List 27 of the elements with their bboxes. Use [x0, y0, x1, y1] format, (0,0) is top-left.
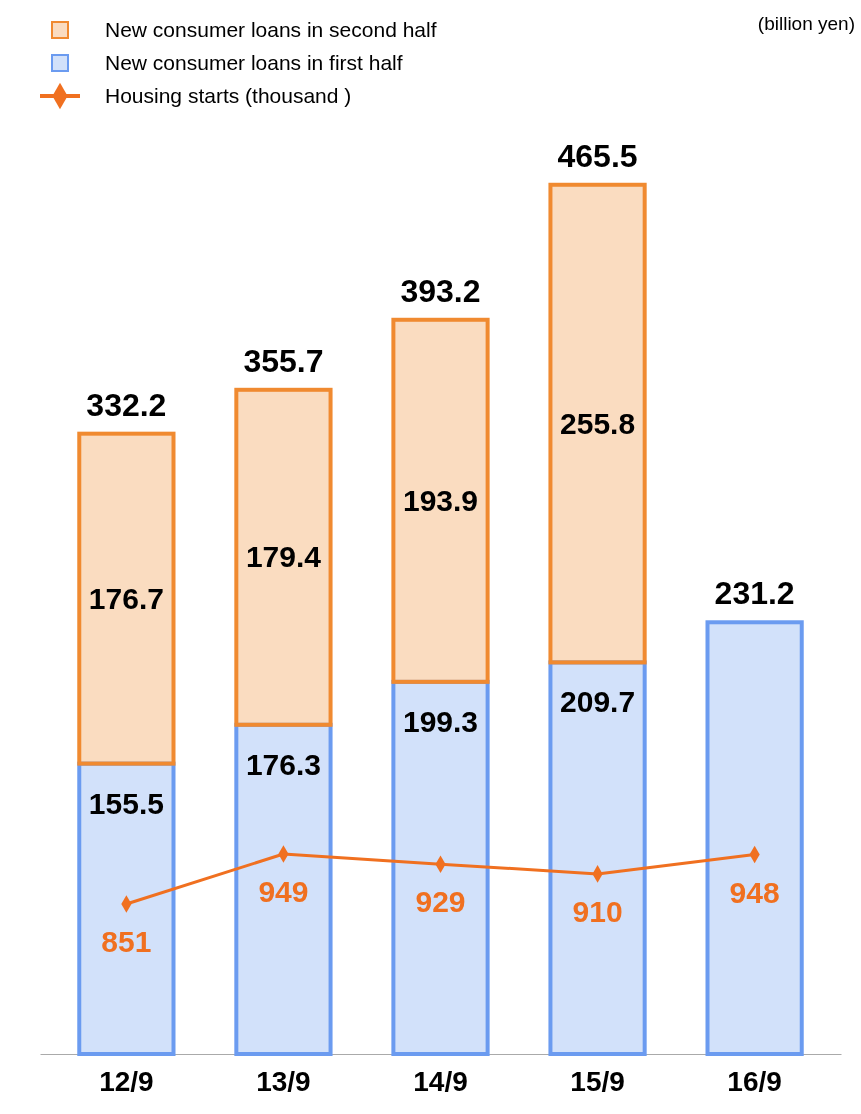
legend-label: Housing starts (thousand ): [105, 84, 352, 107]
data-label: 948: [729, 875, 780, 909]
text: (billion yen): [757, 13, 855, 34]
data-label: 179.4: [245, 540, 322, 574]
data-label: 176.7: [88, 581, 164, 615]
data-label: 949: [258, 875, 309, 908]
data-label: 209.7: [560, 685, 636, 719]
legend-label: New consumer loans in second half: [105, 18, 437, 41]
x-tick-label: 13/9: [256, 1065, 311, 1097]
x-tick-label: 15/9: [570, 1065, 625, 1097]
data-label: 851: [101, 925, 152, 958]
data-label: 199.3: [402, 704, 479, 738]
total-label: 465.5: [557, 137, 638, 174]
x-tick-label: 14/9: [413, 1065, 468, 1097]
data-label: 176.3: [245, 747, 321, 781]
total-label: 332.2: [86, 386, 167, 423]
legend-label: New consumer loans in first half: [105, 51, 403, 74]
total-label: 231.2: [714, 575, 795, 612]
total-label: 355.7: [243, 342, 324, 379]
data-label: 193.9: [402, 483, 479, 517]
data-label: 910: [572, 894, 623, 928]
x-tick-label: 16/9: [727, 1065, 782, 1097]
x-tick-label: 12/9: [99, 1065, 154, 1097]
data-label: 155.5: [88, 786, 164, 820]
data-label: 929: [415, 885, 466, 919]
total-label: 393.2: [400, 272, 481, 309]
data-label: 255.8: [560, 406, 636, 440]
